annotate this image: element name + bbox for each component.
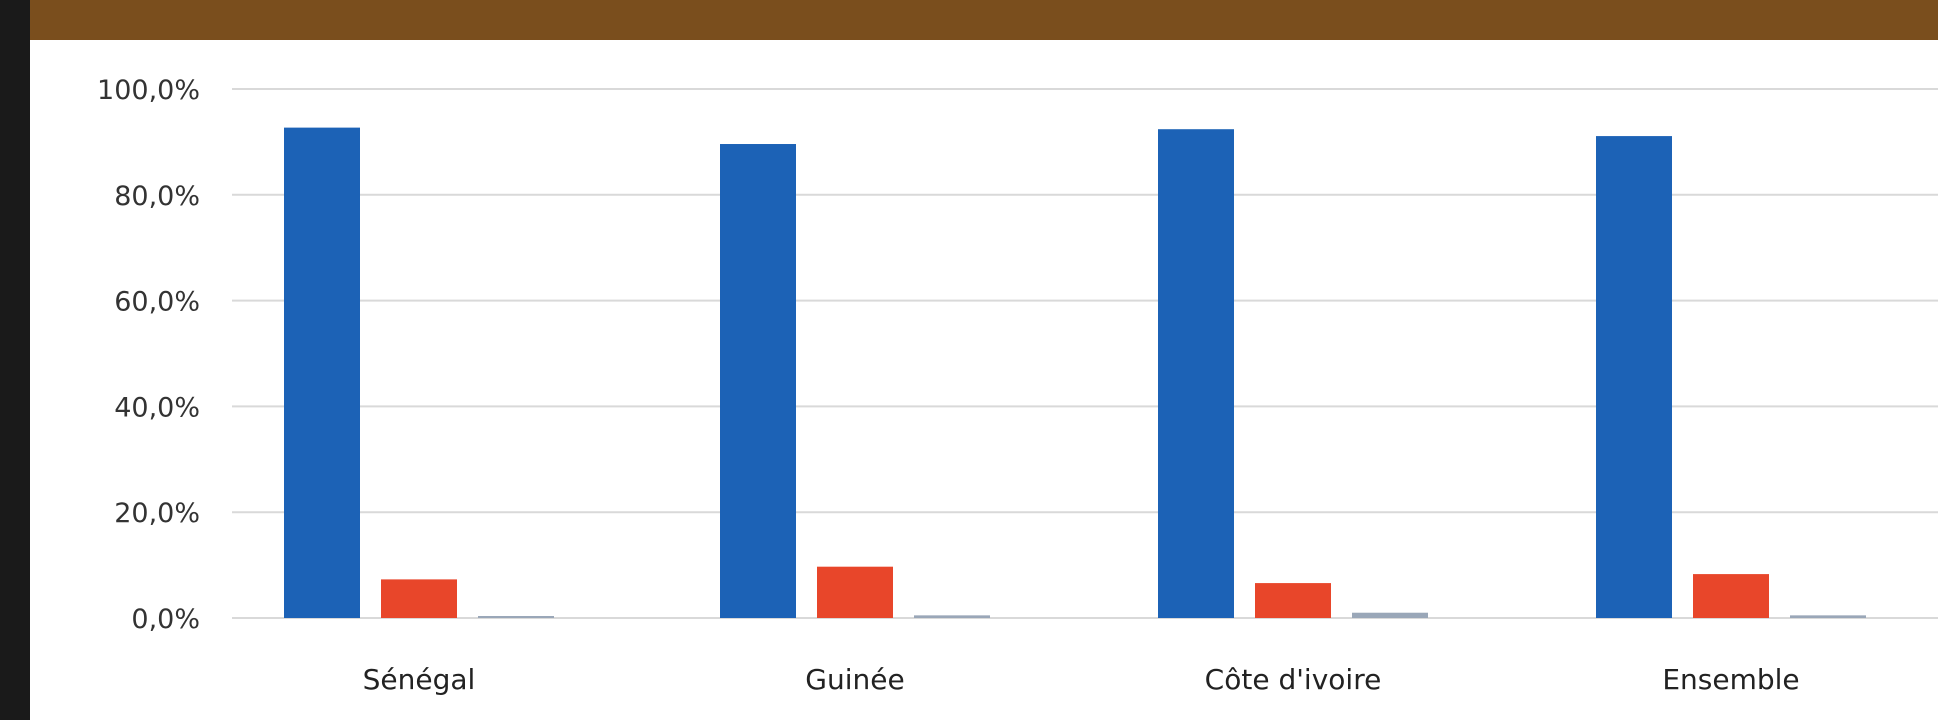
title-band — [0, 0, 1938, 40]
bar-3-0 — [478, 616, 554, 618]
y-tick-label: 20,0% — [114, 498, 200, 529]
x-category-label: Côte d'ivoire — [1205, 663, 1382, 696]
y-tick-label: 0,0% — [131, 604, 200, 635]
y-tick-label: 40,0% — [114, 392, 200, 423]
x-category-label: Sénégal — [363, 663, 476, 696]
bar-1-2 — [1158, 129, 1234, 619]
bar-3-3 — [1790, 615, 1866, 618]
bar-2-0 — [381, 579, 457, 618]
bar-2-3 — [1693, 574, 1769, 618]
bar-2-1 — [817, 566, 893, 618]
bar-3-2 — [1352, 612, 1428, 618]
bar-2-2 — [1255, 583, 1331, 618]
bar-1-3 — [1596, 136, 1672, 618]
y-tick-label: 80,0% — [114, 181, 200, 212]
y-tick-label: 100,0% — [97, 75, 200, 106]
x-category-label: Ensemble — [1662, 663, 1799, 696]
x-category-label: Guinée — [805, 663, 904, 696]
bar-1-0 — [284, 127, 360, 618]
bar-3-1 — [914, 615, 990, 618]
left-border — [0, 0, 30, 720]
y-tick-label: 60,0% — [114, 287, 200, 318]
bar-1-1 — [720, 144, 796, 619]
